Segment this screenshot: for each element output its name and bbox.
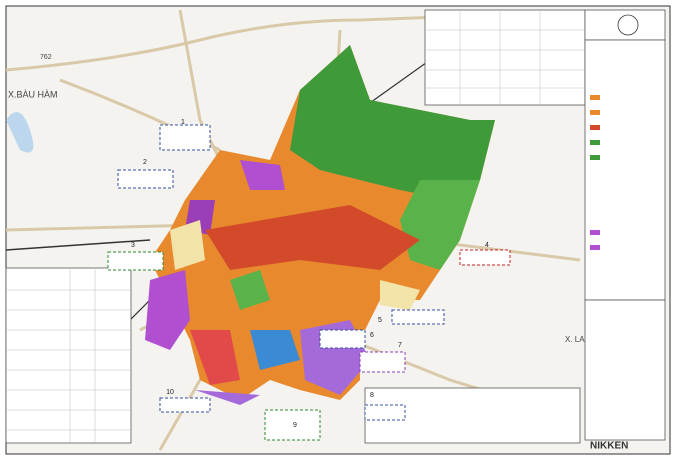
- callout-number: 5: [378, 317, 382, 324]
- brand: NIKKEN: [590, 441, 628, 452]
- callout-number: 9: [293, 422, 297, 429]
- callout-box: [359, 351, 406, 373]
- callout-number: 1: [181, 119, 185, 126]
- callout-number: 8: [370, 392, 374, 399]
- place-label: X.BÀU HÀM: [8, 89, 58, 99]
- callout-box: [319, 329, 366, 349]
- labels: X.BÀU HÀM X. LA 762 NIKKEN: [8, 54, 628, 452]
- place-label: X. LA: [565, 335, 585, 344]
- callout-number: 10: [166, 389, 174, 396]
- callout-box: [107, 251, 164, 271]
- callout-box: [117, 169, 174, 189]
- callout-number: 4: [485, 242, 489, 249]
- road-label: 762: [40, 54, 52, 61]
- callout-box: [391, 309, 445, 325]
- callout-number: 2: [143, 159, 147, 166]
- callout-box: [264, 409, 321, 441]
- callout-box: [159, 124, 211, 151]
- callout-box: [159, 397, 211, 413]
- callout-box: [364, 404, 406, 421]
- callout-number: 3: [131, 242, 135, 249]
- callout-number: 7: [398, 342, 402, 349]
- callout-number: 6: [370, 332, 374, 339]
- callout-box: [459, 249, 511, 266]
- lake: [6, 112, 34, 153]
